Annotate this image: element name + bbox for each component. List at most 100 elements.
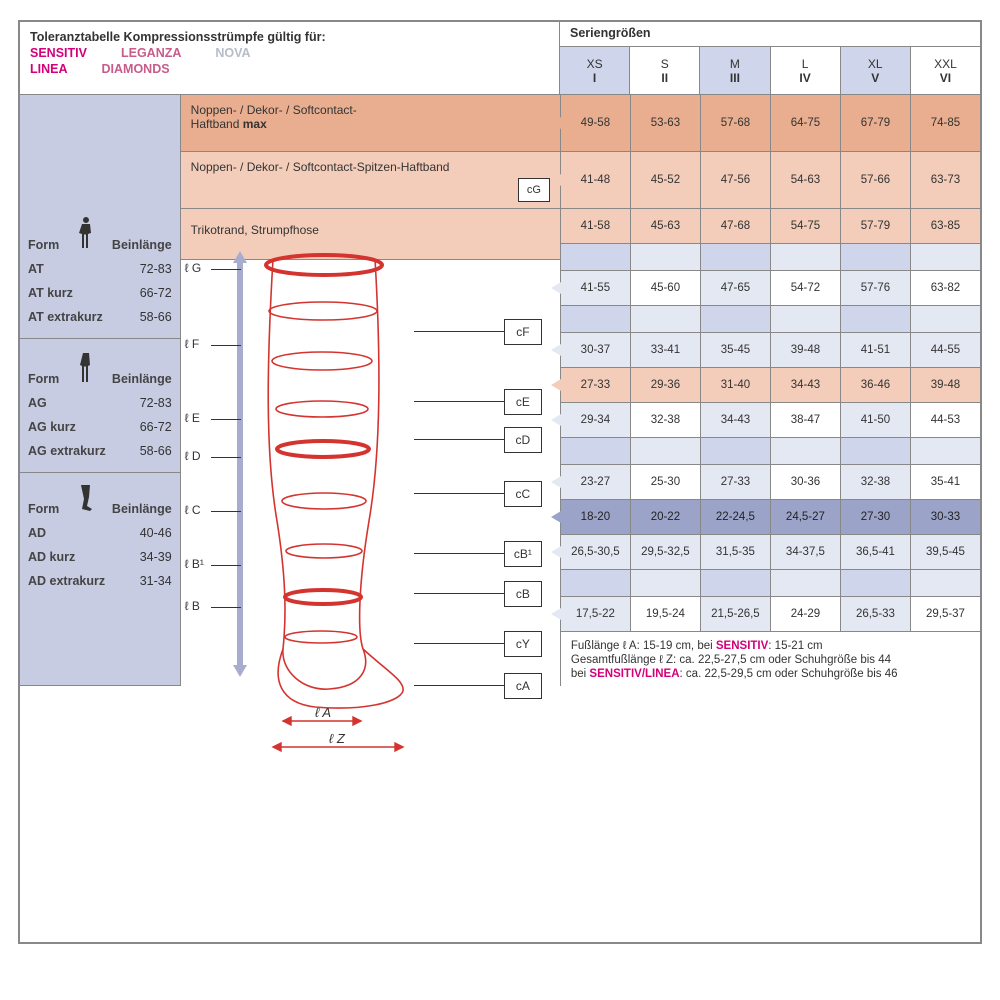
header: Toleranztabelle Kompressionsstrümpfe gül… (20, 22, 980, 95)
measure-cD: cD (504, 427, 542, 453)
size-cell: 32-38 (840, 465, 910, 499)
brand-linea: LINEA (30, 62, 68, 76)
size-cell: 39-48 (770, 333, 840, 367)
l-label: ℓ C (185, 503, 201, 517)
form-row: AT kurz66-72 (28, 286, 172, 300)
size-cell (840, 306, 910, 332)
size-row-4: 41-5545-6047-6554-7257-7663-82 (561, 271, 980, 306)
size-cell: 18-20 (561, 500, 630, 534)
size-cell: 22-24,5 (700, 500, 770, 534)
measure-cA: cA (504, 673, 542, 699)
header-title: Toleranztabelle Kompressionsstrümpfe gül… (30, 30, 549, 44)
measure-cE: cE (504, 389, 542, 415)
form-row: AD extrakurz31-34 (28, 574, 172, 588)
size-cell (630, 438, 700, 464)
size-cell: 33-41 (630, 333, 700, 367)
size-row-11: 18-2020-2222-24,524,5-2727-3030-33 (561, 500, 980, 535)
size-cell (910, 306, 980, 332)
size-cell: 74-85 (910, 95, 980, 151)
leg-diagram: ℓ A ℓ Z (211, 251, 421, 791)
size-row-2: 41-5845-6347-6854-7557-7963-85 (561, 209, 980, 244)
footnotes: Fußlänge ℓ A: 15-19 cm, bei SENSITIV: 15… (561, 632, 980, 686)
size-cell: 29-36 (630, 368, 700, 402)
size-head-M: MIII (699, 47, 769, 94)
size-cell: 44-53 (910, 403, 980, 437)
size-cell: 27-30 (840, 500, 910, 534)
size-cell (561, 438, 630, 464)
size-cell: 23-27 (561, 465, 630, 499)
size-cell: 67-79 (840, 95, 910, 151)
size-row-12: 26,5-30,529,5-32,531,5-3534-37,536,5-413… (561, 535, 980, 570)
size-cell: 44-55 (910, 333, 980, 367)
brand-diamonds: DIAMONDS (102, 62, 170, 76)
leg-icon (65, 215, 106, 252)
size-cell (630, 570, 700, 596)
diagram-column: Noppen- / Dekor- / Softcontact-Haftband … (180, 95, 560, 686)
band-max: Noppen- / Dekor- / Softcontact-Haftband … (181, 95, 560, 152)
size-cell: 38-47 (770, 403, 840, 437)
form-block-0: FormBeinlängeAT72-83AT kurz66-72AT extra… (20, 95, 180, 339)
size-cell: 63-73 (910, 152, 980, 208)
size-row-3 (561, 244, 980, 271)
size-cell (770, 306, 840, 332)
size-head-XL: XLV (840, 47, 910, 94)
l-label: ℓ D (185, 449, 201, 463)
form-block-2: FormBeinlängeAD40-46AD kurz34-39AD extra… (20, 473, 180, 686)
size-cell: 19,5-24 (630, 597, 700, 631)
size-cell: 41-58 (561, 209, 630, 243)
size-cell: 39,5-45 (910, 535, 980, 569)
size-cell (840, 570, 910, 596)
form-row: AG extrakurz58-66 (28, 444, 172, 458)
size-cell: 26,5-33 (840, 597, 910, 631)
size-head-XS: XSI (560, 47, 629, 94)
size-cell: 36-46 (840, 368, 910, 402)
size-cell: 31,5-35 (700, 535, 770, 569)
size-cell (700, 306, 770, 332)
size-row-14: 17,5-2219,5-2421,5-26,524-2926,5-3329,5-… (561, 597, 980, 632)
leg-icon (65, 349, 106, 386)
size-cell: 34-37,5 (770, 535, 840, 569)
size-cell: 21,5-26,5 (700, 597, 770, 631)
size-cell (910, 438, 980, 464)
l-label: ℓ E (185, 411, 200, 425)
size-cell: 63-85 (910, 209, 980, 243)
size-cell: 35-41 (910, 465, 980, 499)
size-cell: 47-56 (700, 152, 770, 208)
size-cell: 24,5-27 (770, 500, 840, 534)
size-cell (561, 244, 630, 270)
size-cell: 41-51 (840, 333, 910, 367)
size-cell: 45-60 (630, 271, 700, 305)
l-label: ℓ F (185, 337, 200, 351)
size-head-S: SII (629, 47, 699, 94)
size-cell (700, 570, 770, 596)
size-cell: 57-76 (840, 271, 910, 305)
size-cell: 29,5-32,5 (630, 535, 700, 569)
size-cell (561, 306, 630, 332)
cg-box: cG (518, 178, 550, 202)
size-cell: 26,5-30,5 (561, 535, 630, 569)
form-row: AT extrakurz58-66 (28, 310, 172, 324)
size-cell: 30-36 (770, 465, 840, 499)
size-cell: 35-45 (700, 333, 770, 367)
size-cell (770, 244, 840, 270)
size-row-5 (561, 306, 980, 333)
size-row-13 (561, 570, 980, 597)
l-label: ℓ B¹ (185, 557, 204, 571)
form-row: AG kurz66-72 (28, 420, 172, 434)
size-cell: 45-63 (630, 209, 700, 243)
size-cell (910, 244, 980, 270)
size-cell: 27-33 (700, 465, 770, 499)
size-cell: 57-66 (840, 152, 910, 208)
size-row-6: 30-3733-4135-4539-4841-5144-55 (561, 333, 980, 368)
l-label: ℓ G (185, 261, 202, 275)
size-cell (630, 244, 700, 270)
size-row-8: 29-3432-3834-4338-4741-5044-53 (561, 403, 980, 438)
l-label: ℓ B (185, 599, 200, 613)
measure-cF: cF (504, 319, 542, 345)
size-cell: 57-79 (840, 209, 910, 243)
form-row: AT72-83 (28, 262, 172, 276)
size-cell: 45-52 (630, 152, 700, 208)
form-row: AD kurz34-39 (28, 550, 172, 564)
size-cell: 63-82 (910, 271, 980, 305)
size-cell (770, 438, 840, 464)
